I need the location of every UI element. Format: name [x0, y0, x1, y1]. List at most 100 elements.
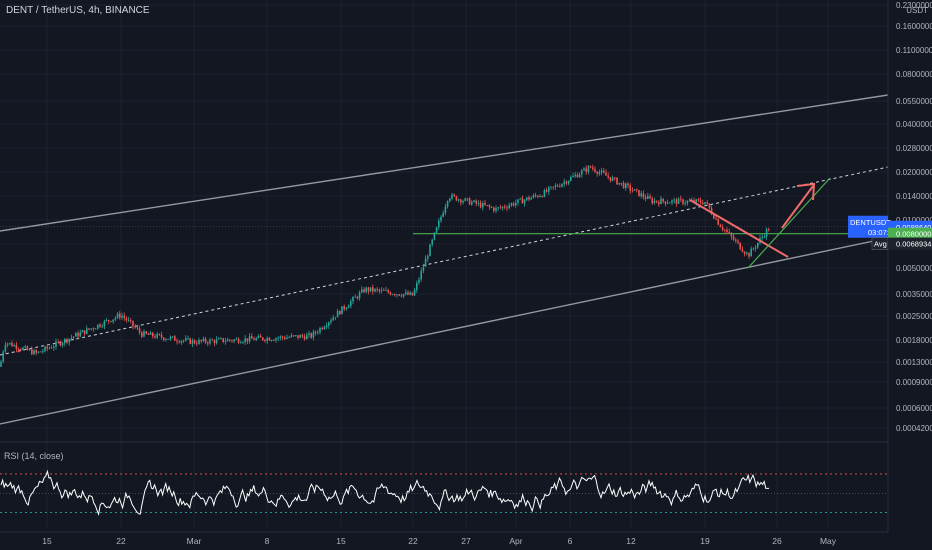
- candle: [737, 240, 739, 243]
- candle: [662, 198, 664, 202]
- candle: [33, 350, 35, 355]
- candle: [39, 351, 42, 353]
- candle: [163, 337, 165, 340]
- target-arrow-shaft: [781, 185, 814, 229]
- candle: [477, 202, 480, 204]
- candle: [211, 339, 213, 341]
- candle: [284, 337, 286, 339]
- candle: [165, 339, 167, 341]
- candle: [24, 346, 26, 348]
- candle: [490, 206, 493, 208]
- candle: [141, 332, 143, 337]
- candle: [526, 197, 528, 200]
- candle: [427, 256, 429, 259]
- candle: [110, 321, 112, 322]
- candle: [653, 200, 656, 204]
- candle: [600, 170, 603, 173]
- candle: [169, 336, 172, 340]
- candle: [682, 199, 684, 204]
- candle: [655, 200, 658, 202]
- time-tick-label: 12: [626, 536, 636, 546]
- time-tick-label: Mar: [187, 536, 202, 546]
- candle: [42, 351, 44, 352]
- candle: [757, 242, 759, 248]
- candle: [306, 334, 308, 340]
- candle: [631, 190, 634, 192]
- candle: [743, 251, 746, 254]
- candle: [209, 339, 211, 344]
- candle: [420, 270, 422, 280]
- time-tick-label: Apr: [509, 536, 522, 546]
- candle: [715, 218, 717, 220]
- price-tick-label: 0.0006000: [896, 404, 932, 413]
- candle: [64, 338, 66, 344]
- price-tick-label: 0.0800000: [896, 70, 932, 79]
- candle: [567, 180, 570, 184]
- candle: [396, 294, 398, 296]
- candle: [704, 202, 706, 205]
- candle: [26, 346, 29, 350]
- time-tick-label: 6: [568, 536, 573, 546]
- candle: [147, 333, 150, 335]
- candle: [552, 186, 554, 188]
- candle: [242, 341, 244, 343]
- candle: [343, 306, 345, 310]
- candle: [213, 340, 216, 344]
- symbol-text: DENTUSDT: [850, 218, 891, 227]
- candle: [754, 247, 757, 249]
- candle: [746, 252, 748, 254]
- candle: [286, 337, 288, 339]
- candle: [226, 339, 229, 342]
- candle: [259, 335, 262, 338]
- candle: [589, 166, 592, 168]
- price-axis[interactable]: 0.2300000 0.1600000 0.1100000 0.0800000 0.05…: [848, 0, 932, 550]
- channel-upper-line: [0, 94, 889, 232]
- candle: [735, 239, 737, 241]
- candle: [281, 336, 284, 338]
- time-tick-label: 22: [408, 536, 418, 546]
- target-arrow-head: [796, 182, 816, 201]
- candle: [178, 341, 180, 343]
- candle: [378, 289, 381, 291]
- candle: [607, 175, 609, 178]
- candle: [559, 186, 561, 188]
- candle: [618, 182, 620, 185]
- candle: [517, 199, 519, 203]
- candle: [158, 333, 161, 335]
- candle: [275, 338, 277, 341]
- candle: [50, 347, 53, 349]
- candle: [376, 288, 378, 290]
- candle: [642, 193, 645, 198]
- time-tick-label: 27: [461, 536, 471, 546]
- candle: [548, 187, 550, 192]
- candle: [116, 313, 119, 318]
- rsi-indicator-label[interactable]: RSI (14, close): [4, 451, 64, 461]
- candle: [627, 183, 629, 186]
- candle: [625, 183, 627, 189]
- candle: [495, 207, 497, 211]
- candle: [510, 203, 513, 206]
- candle: [187, 338, 189, 340]
- time-axis[interactable]: 15 22 Mar 8 15 22 27 Apr 6 12 19 26 May: [0, 531, 888, 546]
- price-tick-label: 0.0013000: [896, 358, 932, 367]
- candle: [134, 326, 136, 328]
- candle: [358, 292, 361, 299]
- candlestick-series: [0, 164, 770, 368]
- symbol-tag: [848, 215, 888, 238]
- candle: [537, 195, 539, 197]
- candle: [251, 336, 253, 339]
- channel-lower-line: [0, 237, 889, 425]
- candle: [649, 196, 651, 199]
- candle: [499, 207, 502, 209]
- chart-title: DENT / TetherUS, 4h, BINANCE: [6, 5, 150, 16]
- candle: [732, 236, 735, 240]
- candle: [325, 325, 328, 328]
- candle: [669, 202, 671, 204]
- candle: [411, 292, 414, 296]
- candle: [675, 199, 678, 204]
- candle: [706, 202, 708, 204]
- price-tick-label: 0.0025000: [896, 312, 932, 321]
- candle: [2, 351, 4, 362]
- candle: [75, 332, 77, 337]
